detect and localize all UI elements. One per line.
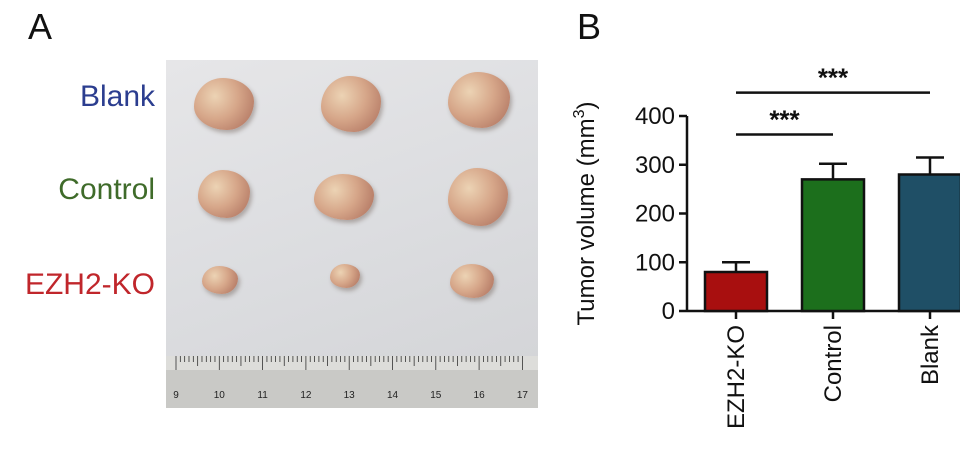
y-tick-label: 400 — [635, 103, 675, 130]
category-label: Control — [820, 325, 847, 402]
bar-chart: 0 100 200 300 400 Tumor volume (mm3) EZH2-KO Co… — [571, 63, 960, 429]
panel-a-letter: A — [28, 6, 53, 47]
ruler-number: 16 — [473, 390, 485, 401]
bar-control — [800, 178, 866, 313]
tumor-control-1 — [198, 170, 250, 218]
ruler-number: 14 — [386, 390, 399, 401]
significance-label: *** — [818, 63, 849, 93]
ruler-ticks — [166, 356, 538, 370]
tumor-photograph: 9 10 11 12 13 14 15 16 17 — [166, 60, 538, 408]
tumor-control-2 — [314, 174, 374, 220]
ruler-number: 9 — [173, 390, 179, 401]
significance-label: *** — [769, 105, 800, 135]
ruler-number: 15 — [430, 390, 442, 401]
ruler-number: 10 — [213, 390, 225, 401]
tumor-ezh2ko-2 — [330, 264, 360, 288]
ruler-number: 13 — [343, 390, 355, 401]
ruler-number: 11 — [257, 390, 268, 401]
y-axis-label: Tumor volume (mm3) — [571, 101, 600, 325]
y-tick-label: 100 — [635, 249, 675, 276]
row-label-blank: Blank — [79, 80, 155, 113]
y-tick-label: 300 — [635, 152, 675, 179]
y-tick-label: 0 — [662, 298, 675, 325]
ruler-number: 17 — [516, 390, 528, 401]
category-label: Blank — [917, 324, 944, 385]
tumor-control-3 — [448, 168, 508, 226]
row-label-control: Control — [58, 173, 155, 206]
ruler-edge — [166, 356, 538, 370]
tumor-ezh2ko-3 — [450, 264, 494, 298]
category-label: EZH2-KO — [723, 325, 750, 429]
tumor-blank-2 — [321, 76, 381, 132]
panel-b-letter: B — [577, 6, 602, 47]
ruler-number: 12 — [300, 390, 312, 401]
row-label-ezh2-ko: EZH2-KO — [24, 268, 155, 301]
y-tick-label: 200 — [635, 201, 675, 228]
tumor-blank-3 — [448, 72, 510, 128]
tumor-blank-1 — [194, 78, 254, 130]
bar-ezh2-ko — [703, 270, 769, 313]
tumor-ezh2ko-1 — [202, 266, 238, 294]
bar-blank — [897, 173, 960, 313]
ruler: 9 10 11 12 13 14 15 16 17 — [166, 356, 538, 408]
